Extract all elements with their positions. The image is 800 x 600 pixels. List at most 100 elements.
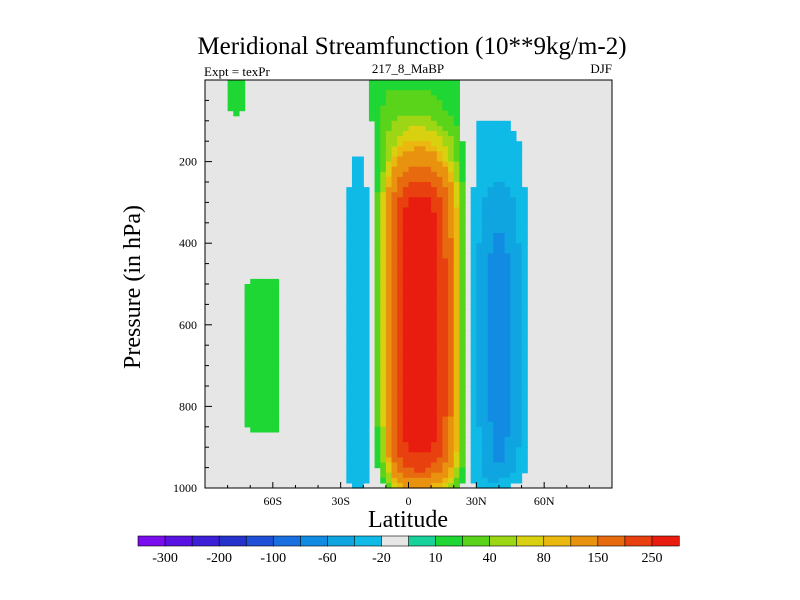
contour-cell <box>493 136 500 142</box>
colorbar-swatch <box>624 535 653 547</box>
contour-cell <box>267 284 274 290</box>
contour-cell <box>425 431 432 438</box>
contour-cell <box>510 431 517 438</box>
contour-cell <box>414 80 421 86</box>
contour-cell <box>453 329 460 336</box>
contour-cell <box>448 482 455 489</box>
contour-cell <box>487 406 494 413</box>
contour-cell <box>227 80 234 86</box>
contour-cell <box>357 161 364 168</box>
contour-cell <box>357 207 364 214</box>
contour-cell <box>402 411 410 418</box>
contour-cell <box>436 161 444 168</box>
contour-cell <box>453 182 460 188</box>
contour-cell <box>431 90 438 96</box>
contour-cell <box>521 406 528 413</box>
contour-cell <box>521 452 528 458</box>
contour-cell <box>448 319 455 326</box>
contour-cell <box>272 299 280 305</box>
contour-cell <box>448 314 455 321</box>
contour-cell <box>487 192 494 198</box>
contour-cell <box>481 263 489 270</box>
contour-cell <box>493 482 500 489</box>
contour-cell <box>493 294 500 300</box>
contour-cell <box>402 324 410 331</box>
contour-cell <box>374 217 381 224</box>
contour-cell <box>504 166 511 173</box>
contour-cell <box>431 253 438 260</box>
contour-cell <box>397 222 404 229</box>
contour-cell <box>391 253 398 260</box>
contour-cell <box>346 355 353 362</box>
contour-cell <box>391 452 398 458</box>
contour-cell <box>425 212 432 219</box>
contour-cell <box>255 391 263 397</box>
contour-cell <box>448 452 455 458</box>
contour-cell <box>487 207 494 214</box>
contour-cell <box>402 437 410 443</box>
contour-cell <box>272 406 280 413</box>
contour-cell <box>510 304 517 311</box>
contour-cell <box>487 258 494 265</box>
contour-cell <box>402 202 410 209</box>
contour-cell <box>255 365 263 372</box>
contour-cell <box>397 294 404 300</box>
contour-cell <box>425 309 432 316</box>
colorbar-label: -20 <box>372 551 391 566</box>
contour-cell <box>442 294 449 300</box>
contour-cell <box>255 380 263 387</box>
contour-cell <box>397 90 404 96</box>
contour-cell <box>402 477 410 484</box>
contour-cell <box>476 217 483 224</box>
contour-cell <box>448 95 455 101</box>
contour-cell <box>493 314 500 321</box>
contour-cell <box>346 314 353 321</box>
contour-cell <box>402 467 410 474</box>
contour-cell <box>453 370 460 377</box>
contour-cell <box>419 340 427 346</box>
contour-cell <box>408 365 415 372</box>
contour-cell <box>493 258 500 265</box>
contour-cell <box>414 345 421 351</box>
contour-cell <box>515 222 523 229</box>
contour-cell <box>414 437 421 443</box>
contour-cell <box>476 482 483 489</box>
contour-cell <box>498 263 506 270</box>
contour-cell <box>385 314 393 321</box>
contour-cell <box>385 100 393 107</box>
contour-cell <box>244 309 251 316</box>
contour-cell <box>442 268 449 275</box>
contour-cell <box>481 411 489 418</box>
contour-cell <box>227 95 234 101</box>
colorbar-swatch <box>299 535 328 547</box>
contour-cell <box>521 202 528 209</box>
contour-cell <box>493 340 500 346</box>
contour-cell <box>363 421 370 428</box>
contour-cell <box>431 355 438 362</box>
contour-cell <box>521 457 528 464</box>
contour-cell <box>391 110 398 117</box>
contour-cell <box>419 375 427 382</box>
contour-cell <box>431 391 438 397</box>
contour-cell <box>414 115 421 122</box>
contour-cell <box>431 105 438 112</box>
contour-cell <box>351 447 359 453</box>
contour-cell <box>487 324 494 331</box>
contour-cell <box>493 452 500 458</box>
contour-cell <box>402 350 410 356</box>
contour-cell <box>357 192 364 198</box>
contour-cell <box>425 207 432 214</box>
contour-cell <box>521 289 528 295</box>
contour-cell <box>391 304 398 311</box>
contour-cell <box>498 187 506 193</box>
contour-cell <box>510 355 517 362</box>
contour-cell <box>414 258 421 265</box>
contour-cell <box>357 345 364 351</box>
contour-cell <box>487 309 494 316</box>
contour-cell <box>487 166 494 173</box>
contour-cell <box>368 85 376 91</box>
contour-cell <box>459 406 466 413</box>
contour-cell <box>442 131 449 137</box>
contour-cell <box>487 477 494 484</box>
contour-cell <box>408 248 415 254</box>
